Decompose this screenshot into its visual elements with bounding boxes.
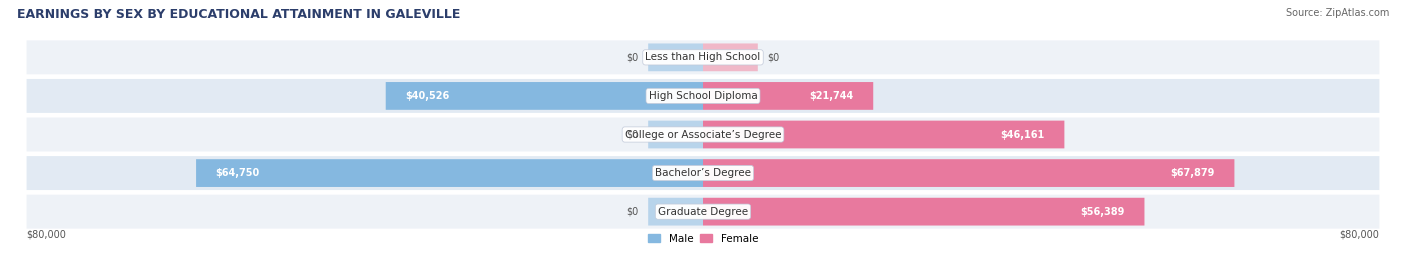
Text: EARNINGS BY SEX BY EDUCATIONAL ATTAINMENT IN GALEVILLE: EARNINGS BY SEX BY EDUCATIONAL ATTAINMEN…: [17, 8, 460, 21]
FancyBboxPatch shape: [27, 118, 1379, 151]
Text: $56,389: $56,389: [1081, 207, 1125, 217]
FancyBboxPatch shape: [648, 44, 703, 71]
FancyBboxPatch shape: [703, 159, 1234, 187]
FancyBboxPatch shape: [703, 82, 873, 110]
FancyBboxPatch shape: [27, 195, 1379, 229]
Text: $0: $0: [768, 52, 779, 62]
Text: $80,000: $80,000: [27, 229, 66, 239]
Text: Less than High School: Less than High School: [645, 52, 761, 62]
FancyBboxPatch shape: [195, 159, 703, 187]
FancyBboxPatch shape: [703, 198, 1144, 225]
Text: Source: ZipAtlas.com: Source: ZipAtlas.com: [1285, 8, 1389, 18]
Text: $67,879: $67,879: [1170, 168, 1215, 178]
Text: $46,161: $46,161: [1001, 129, 1045, 140]
Legend: Male, Female: Male, Female: [644, 229, 762, 248]
Text: Graduate Degree: Graduate Degree: [658, 207, 748, 217]
Text: $40,526: $40,526: [405, 91, 450, 101]
FancyBboxPatch shape: [385, 82, 703, 110]
FancyBboxPatch shape: [27, 40, 1379, 74]
Text: $0: $0: [627, 52, 638, 62]
Text: High School Diploma: High School Diploma: [648, 91, 758, 101]
Text: $0: $0: [627, 207, 638, 217]
FancyBboxPatch shape: [703, 44, 758, 71]
FancyBboxPatch shape: [648, 121, 703, 148]
Text: $21,744: $21,744: [810, 91, 853, 101]
Text: $64,750: $64,750: [215, 168, 260, 178]
Text: College or Associate’s Degree: College or Associate’s Degree: [624, 129, 782, 140]
Text: Bachelor’s Degree: Bachelor’s Degree: [655, 168, 751, 178]
FancyBboxPatch shape: [27, 156, 1379, 190]
FancyBboxPatch shape: [703, 121, 1064, 148]
Text: $80,000: $80,000: [1340, 229, 1379, 239]
FancyBboxPatch shape: [648, 198, 703, 225]
Text: $0: $0: [627, 129, 638, 140]
FancyBboxPatch shape: [27, 79, 1379, 113]
